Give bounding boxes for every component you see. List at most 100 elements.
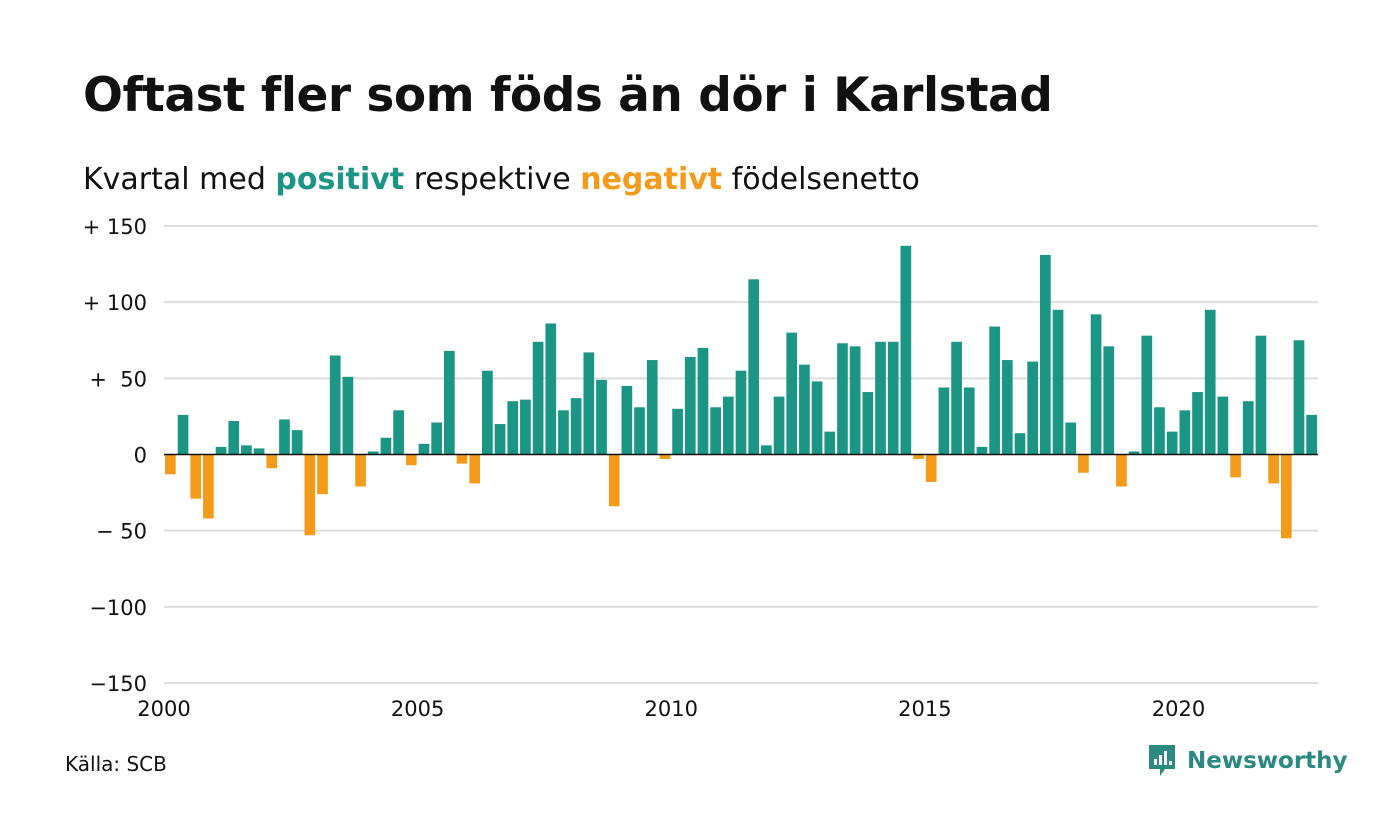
bar (1128, 451, 1140, 455)
bar (532, 341, 544, 455)
bar (951, 341, 962, 455)
bar (228, 420, 240, 455)
bar (659, 454, 671, 460)
x-tick-label: 2005 (391, 697, 444, 721)
subtitle-negative-word: negativt (580, 162, 723, 197)
bar (570, 398, 582, 455)
bar (317, 454, 328, 495)
bar (494, 424, 506, 455)
bar (862, 392, 874, 455)
bar (583, 352, 595, 455)
brand-logo: Newsworthy (1147, 743, 1348, 779)
bar (608, 454, 620, 507)
newsworthy-logo-icon (1149, 745, 1175, 776)
bar (443, 350, 455, 455)
bar (824, 431, 836, 455)
y-tick-label: + 150 (83, 215, 147, 239)
x-tick-label: 2000 (137, 697, 190, 721)
bar (1052, 309, 1064, 455)
brand-name: Newsworthy (1187, 748, 1348, 774)
bar (1065, 422, 1077, 455)
bar (418, 443, 430, 455)
bar (976, 446, 988, 455)
y-tick-label: −150 (89, 672, 147, 696)
bar (773, 396, 785, 455)
bar (811, 381, 823, 455)
bar (545, 323, 557, 455)
bar (215, 446, 227, 455)
bar (393, 410, 404, 455)
bar (520, 399, 531, 455)
bar (304, 454, 316, 536)
bar (1268, 454, 1279, 484)
bar (380, 437, 392, 455)
bar (1166, 431, 1178, 455)
bar (913, 454, 924, 460)
bar (697, 347, 709, 455)
bar (203, 454, 214, 519)
bar (1192, 392, 1203, 455)
bar (786, 332, 798, 455)
bar (710, 407, 721, 455)
bar (925, 454, 937, 482)
bar (1116, 454, 1127, 487)
bar (190, 454, 202, 499)
bar (279, 419, 290, 455)
bar (1204, 309, 1216, 455)
bar (241, 445, 252, 455)
subtitle-suffix: födelsenetto (722, 162, 920, 197)
bar (684, 357, 696, 455)
bar (355, 454, 366, 487)
bar (875, 341, 886, 455)
bar (456, 454, 468, 464)
bar (963, 387, 975, 455)
bar (1306, 414, 1317, 455)
bar (1154, 407, 1165, 455)
bar (469, 454, 481, 484)
bar (1103, 346, 1115, 455)
bar (1040, 254, 1051, 455)
bar (1280, 454, 1292, 539)
x-tick-label: 2015 (898, 697, 951, 721)
bar (837, 343, 848, 455)
bar (431, 422, 442, 455)
source-note: Källa: SCB (65, 752, 167, 776)
bar (165, 454, 176, 475)
bar (253, 448, 265, 455)
bar (1242, 401, 1254, 455)
bar (761, 445, 772, 455)
bar (722, 396, 734, 455)
chart-subtitle: Kvartal med positivt respektive negativt… (83, 162, 920, 197)
subtitle-positive-word: positivt (275, 162, 405, 197)
x-tick-label: 2020 (1152, 697, 1205, 721)
bar (1027, 361, 1039, 455)
y-tick-label: + 50 (89, 367, 147, 391)
bar (1078, 454, 1089, 473)
bar (621, 385, 633, 455)
bar (596, 379, 607, 455)
subtitle-prefix: Kvartal med (83, 162, 276, 197)
bar (1293, 340, 1305, 455)
bar (989, 326, 1000, 455)
bar (646, 360, 658, 455)
bar (799, 364, 810, 455)
bar (672, 408, 683, 455)
bar (482, 370, 493, 455)
bar (887, 341, 899, 455)
y-tick-label: 0 (134, 444, 147, 468)
y-tick-label: − 50 (96, 520, 147, 544)
bar (1217, 396, 1229, 455)
bar (177, 414, 189, 455)
bar (938, 387, 950, 455)
bar (558, 410, 569, 455)
bar (634, 407, 645, 455)
y-tick-label: + 100 (83, 291, 147, 315)
bar (291, 430, 303, 455)
bar (342, 376, 354, 455)
bar (1001, 360, 1013, 455)
bar (1090, 314, 1102, 455)
bar (329, 355, 341, 455)
bar (507, 401, 519, 455)
bar (748, 279, 760, 455)
